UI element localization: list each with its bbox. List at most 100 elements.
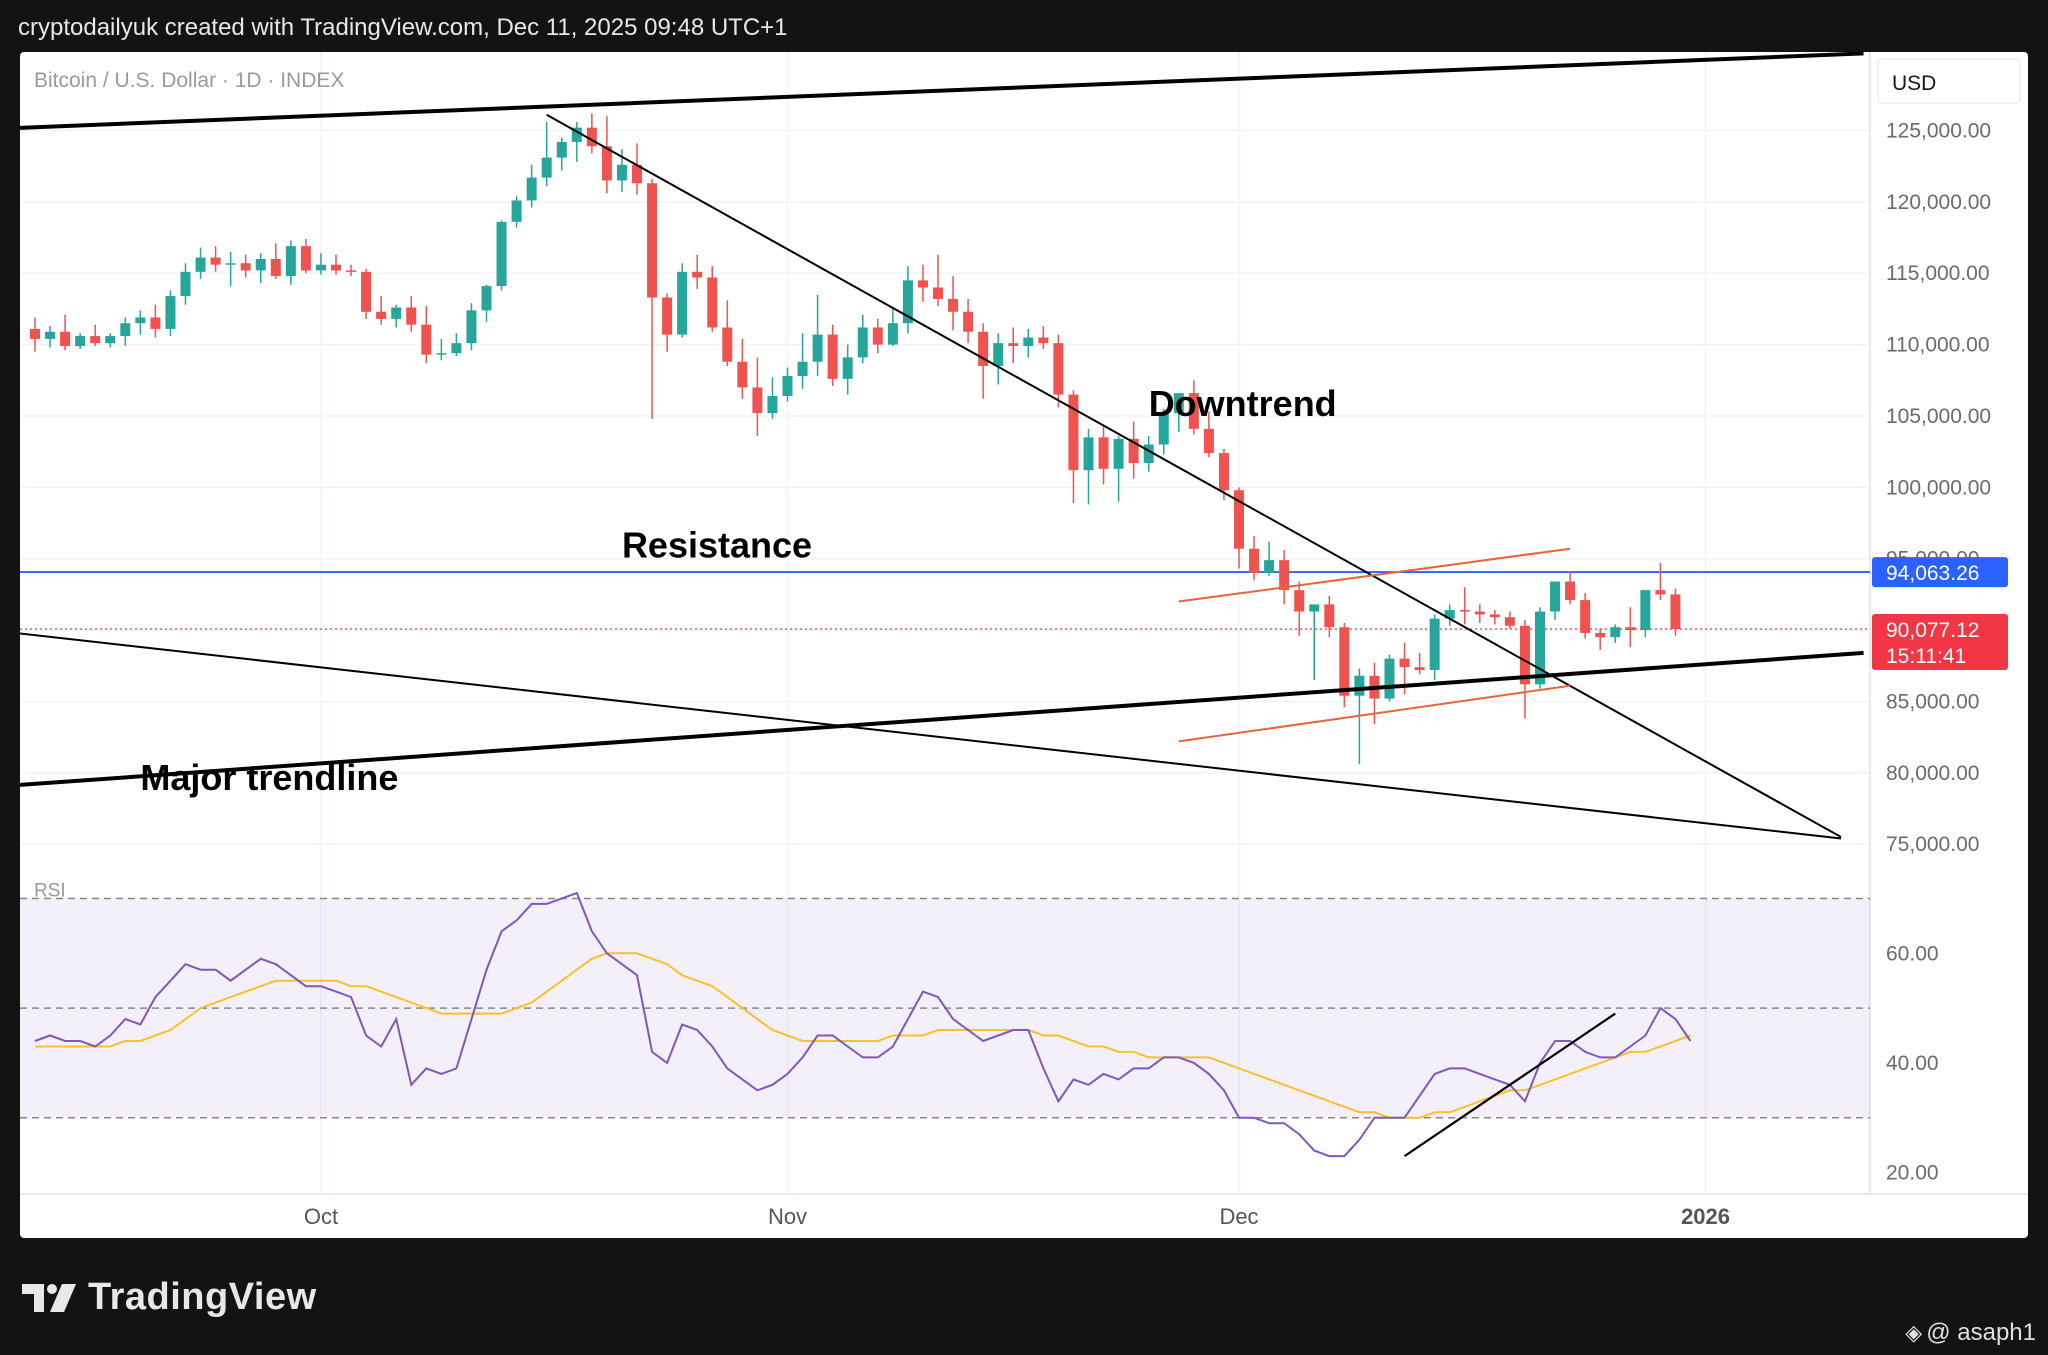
candle-body-39 bbox=[616, 164, 627, 181]
candle-body-6 bbox=[120, 323, 131, 337]
candle-body-47 bbox=[737, 361, 748, 388]
binance-diamond-icon: ◈ bbox=[1905, 1320, 1923, 1345]
candle-body-26 bbox=[421, 324, 432, 355]
candle-body-41 bbox=[647, 183, 658, 298]
rsi-ma-line bbox=[35, 952, 1691, 1119]
candle-body-109 bbox=[1670, 594, 1681, 629]
candle-body-53 bbox=[827, 334, 838, 379]
rsi-tick-label-1: 40.00 bbox=[1886, 1052, 1939, 1075]
price-badge-label-1: 90,077.12 bbox=[1886, 619, 1979, 642]
candle-body-46 bbox=[722, 327, 733, 362]
candle-body-4 bbox=[90, 336, 101, 344]
tradingview-logo[interactable]: TradingView bbox=[22, 1276, 317, 1319]
candle-body-108 bbox=[1655, 590, 1666, 595]
candle-body-97 bbox=[1489, 614, 1500, 618]
candle-body-20 bbox=[331, 264, 341, 271]
rsi-tick-label-2: 20.00 bbox=[1886, 1162, 1939, 1185]
candle-body-12 bbox=[210, 257, 221, 265]
price-badge-label-0: 94,063.26 bbox=[1886, 562, 1979, 585]
candle-body-101 bbox=[1550, 581, 1561, 612]
candle-body-45 bbox=[707, 277, 718, 328]
downtrend-line bbox=[546, 113, 1842, 838]
candle-body-69 bbox=[1068, 394, 1079, 471]
time-axis[interactable]: Oct Nov Dec 2026 bbox=[304, 1204, 1730, 1229]
rsi-label: RSI bbox=[34, 880, 66, 901]
price-badge-1 bbox=[1872, 613, 2008, 670]
candle-body-18 bbox=[300, 246, 311, 271]
candle-body-28 bbox=[451, 343, 462, 354]
candle-body-98 bbox=[1504, 617, 1515, 626]
candle-body-90 bbox=[1384, 658, 1395, 699]
candle-body-51 bbox=[797, 361, 808, 377]
channel-lower-line bbox=[1178, 684, 1571, 743]
candle-body-44 bbox=[692, 271, 703, 278]
candle-body-52 bbox=[812, 334, 823, 362]
candle-body-104 bbox=[1595, 632, 1606, 638]
candle-body-23 bbox=[376, 311, 387, 319]
chart-area[interactable]: RSI 60.00 40.00 20.00 Downtrend Resistance Ma… bbox=[20, 52, 2028, 1238]
candle-body-70 bbox=[1083, 437, 1094, 471]
currency-label[interactable]: USD bbox=[1892, 72, 1936, 95]
candle-body-92 bbox=[1414, 667, 1425, 671]
candle-body-78 bbox=[1203, 428, 1214, 454]
candle-body-66 bbox=[1023, 337, 1034, 347]
candle-body-74 bbox=[1143, 444, 1154, 464]
candle-body-55 bbox=[857, 327, 868, 358]
candle-body-83 bbox=[1279, 560, 1290, 591]
candle-body-82 bbox=[1264, 560, 1275, 573]
price-axis[interactable]: 125,000.00 120,000.00 115,000.00 110,000.00… bbox=[1886, 120, 1991, 857]
candle-body-76 bbox=[1173, 393, 1184, 414]
price-tick-label-8: 80,000.00 bbox=[1886, 762, 1979, 785]
candle-body-105 bbox=[1610, 627, 1621, 638]
candle-body-16 bbox=[270, 258, 281, 277]
tradingview-logo-text: TradingView bbox=[88, 1276, 317, 1318]
candles bbox=[30, 113, 1681, 765]
time-tick-label-3: 2026 bbox=[1681, 1204, 1730, 1229]
price-tick-label-5: 100,000.00 bbox=[1886, 476, 1991, 499]
chart-svg[interactable]: RSI 60.00 40.00 20.00 Downtrend Resistance Ma… bbox=[20, 52, 2028, 1238]
candle-body-49 bbox=[767, 395, 778, 414]
candle-body-17 bbox=[285, 246, 296, 277]
upper-major-trendline bbox=[20, 52, 1864, 130]
candle-body-87 bbox=[1339, 627, 1350, 696]
time-tick-label-2: Dec bbox=[1219, 1204, 1258, 1229]
candle-body-24 bbox=[391, 307, 402, 319]
candle-body-34 bbox=[541, 157, 552, 178]
candle-body-63 bbox=[978, 331, 989, 367]
candle-body-79 bbox=[1218, 453, 1229, 491]
price-levels bbox=[20, 571, 1870, 630]
candle-body-88 bbox=[1354, 675, 1365, 696]
candle-body-56 bbox=[872, 327, 883, 345]
candle-body-71 bbox=[1098, 437, 1109, 469]
rsi-line bbox=[34, 891, 1692, 1158]
candle-body-14 bbox=[240, 263, 251, 271]
candle-body-107 bbox=[1640, 590, 1651, 631]
candle-body-25 bbox=[406, 307, 417, 325]
price-tick-label-9: 75,000.00 bbox=[1886, 833, 1979, 856]
price-tick-label-0: 125,000.00 bbox=[1886, 120, 1991, 143]
candle-body-38 bbox=[601, 146, 612, 181]
candle-body-3 bbox=[75, 336, 86, 347]
candle-body-99 bbox=[1519, 625, 1530, 685]
candle-body-13 bbox=[225, 263, 236, 265]
candle-body-2 bbox=[60, 331, 71, 347]
candle-body-75 bbox=[1158, 413, 1169, 445]
candle-body-21 bbox=[346, 270, 357, 272]
watermark: ◈ @ asaph1 bbox=[1905, 1319, 2036, 1347]
candle-body-72 bbox=[1113, 438, 1124, 469]
candle-body-11 bbox=[195, 257, 206, 272]
candle-body-37 bbox=[586, 127, 597, 147]
candle-body-81 bbox=[1249, 548, 1260, 573]
candle-body-84 bbox=[1294, 590, 1305, 612]
candle-body-61 bbox=[948, 298, 959, 312]
price-tick-label-3: 110,000.00 bbox=[1886, 334, 1990, 357]
symbol-title[interactable]: Bitcoin / U.S. Dollar · 1D · INDEX bbox=[34, 69, 344, 92]
candle-body-96 bbox=[1474, 611, 1485, 615]
currency-box[interactable] bbox=[1877, 58, 2021, 104]
candle-body-102 bbox=[1565, 581, 1576, 601]
price-badge-countdown-1: 15:11:41 bbox=[1886, 645, 1966, 668]
rsi-trendline bbox=[1403, 1012, 1616, 1158]
candle-body-73 bbox=[1128, 438, 1139, 464]
price-badge-0 bbox=[1872, 557, 2008, 588]
rsi-tick-label-0: 60.00 bbox=[1886, 942, 1939, 965]
